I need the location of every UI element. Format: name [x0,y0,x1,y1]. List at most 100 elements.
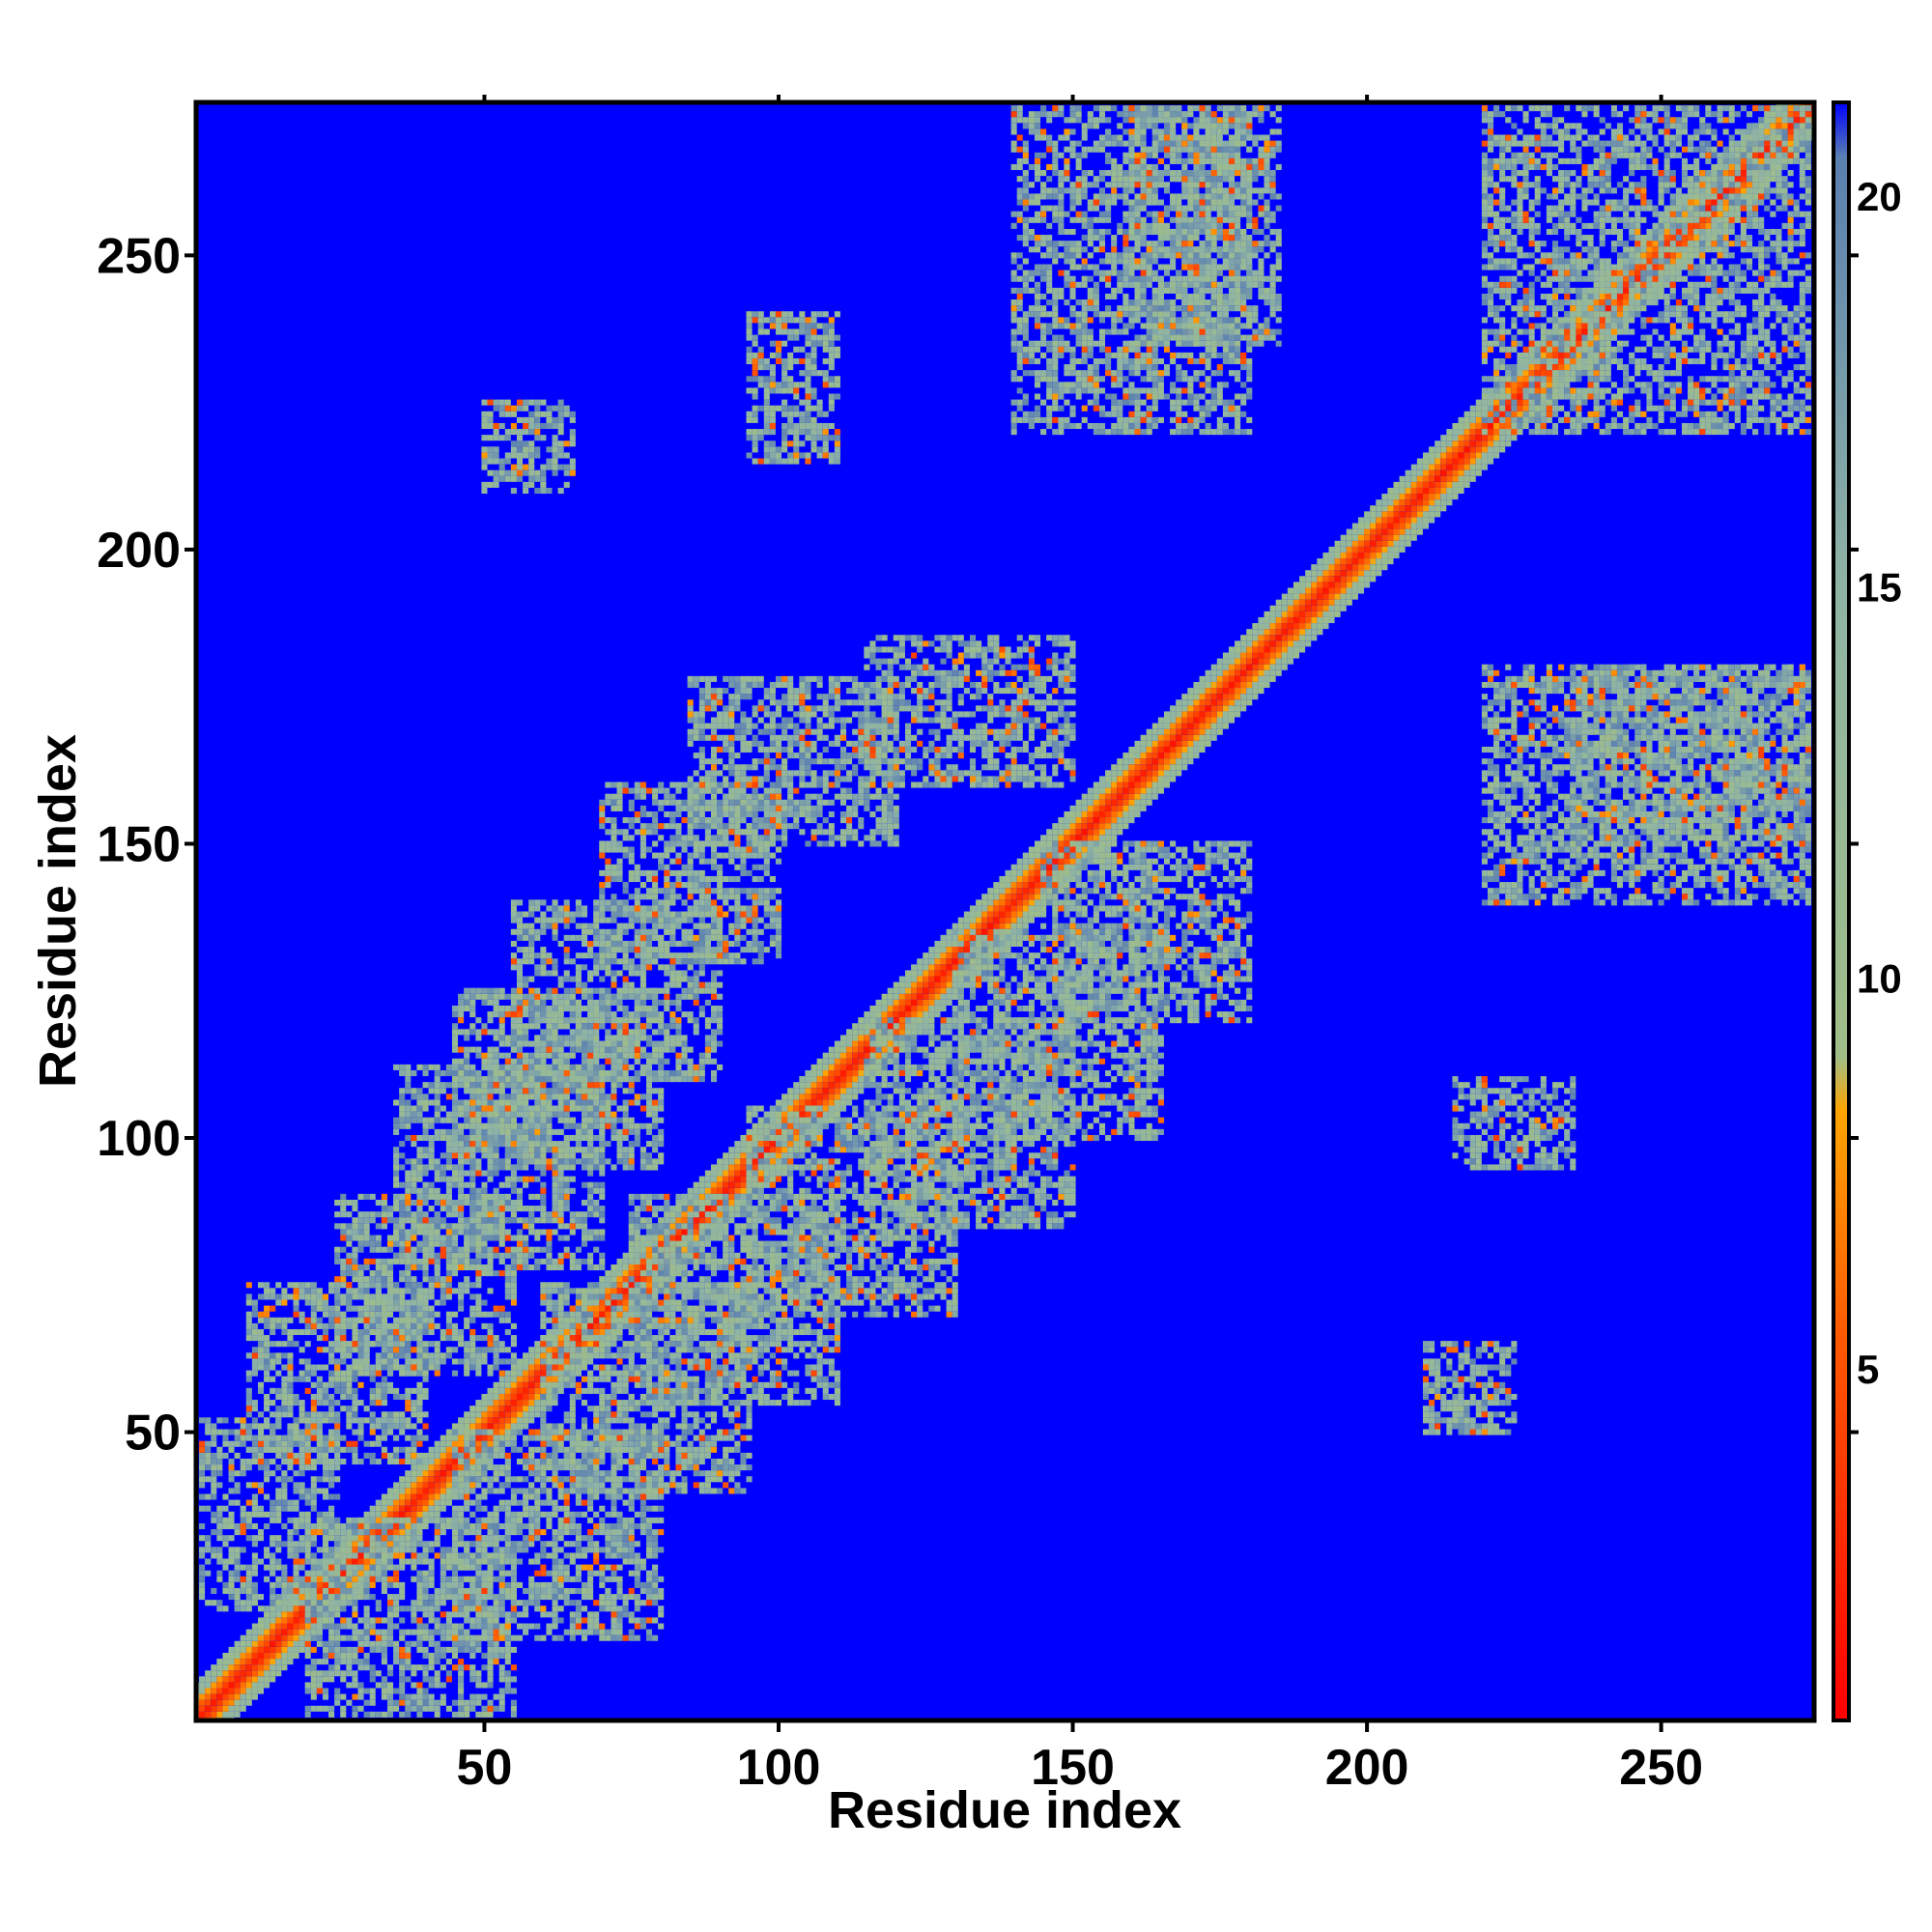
heat-cell [369,1293,376,1300]
heat-cell [245,1317,252,1323]
heat-cell [334,1282,341,1289]
heat-cell [1098,799,1106,806]
heat-cell [639,1235,646,1241]
heat-cell [1522,405,1529,412]
heat-cell [340,1370,347,1377]
heat-cell [1281,605,1288,611]
heat-cell [822,1105,829,1112]
heat-cell [1246,640,1253,647]
heat-cell [911,999,918,1006]
heat-cell [251,1600,258,1606]
heat-cell [393,1446,400,1453]
heat-cell [822,1058,829,1065]
heat-cell [270,1605,276,1612]
heat-cell [363,1293,370,1300]
heat-cell [445,1440,452,1447]
heat-cell [357,1587,364,1595]
heat-cell [717,1170,724,1177]
heat-cell [1275,623,1282,630]
heat-cell [270,1611,276,1618]
heat-cell [493,1400,499,1406]
heat-cell [510,1411,517,1418]
heat-cell [352,1458,358,1465]
heat-cell [1222,675,1229,682]
heat-cell [234,1693,241,1700]
heat-cell [1511,393,1518,400]
heat-cell [440,1293,446,1300]
heat-cell [946,947,952,953]
heat-cell [1264,681,1270,689]
heat-cell [411,1488,417,1494]
heat-cell [605,1335,611,1342]
heat-cell [357,1235,364,1241]
heat-cell [375,1288,382,1294]
heat-cell [1151,764,1158,771]
heat-cell [1258,658,1264,665]
heat-cell [264,1605,270,1612]
heat-cell [1534,364,1541,371]
heat-cell [428,1482,435,1489]
heat-cell [523,1370,529,1377]
heat-cell [1210,705,1217,712]
heat-cell [234,1682,241,1689]
heat-cell [1435,487,1441,495]
heat-cell [346,1393,353,1401]
heat-cell [1028,864,1035,870]
heat-cell [1181,728,1188,735]
heat-cell [469,1458,476,1465]
heat-cell [375,1341,382,1348]
heat-cell [487,1406,494,1412]
heat-cell [1746,134,1753,141]
heat-cell [393,1328,400,1336]
heat-cell [1317,558,1323,565]
heat-cell [869,1011,876,1018]
heat-cell [275,1423,282,1430]
heat-cell [240,1670,246,1677]
heat-cell [1293,611,1300,617]
heat-cell [287,1364,294,1371]
heat-cell [746,1187,753,1194]
heat-cell [1075,835,1082,841]
heat-cell [969,905,977,912]
heat-cell [469,1411,476,1418]
heat-cell [1493,446,1500,453]
heat-cell [257,1352,265,1359]
heat-cell [1440,446,1447,453]
heat-cell [245,1352,252,1359]
heat-cell [275,1499,282,1506]
heat-cell [675,1199,682,1207]
heat-cell [346,1440,353,1447]
heat-cell [386,1282,394,1289]
heat-cell [1793,117,1800,124]
heat-cell [304,1322,311,1329]
heat-cell [1269,623,1276,630]
heat-cell [1551,393,1559,400]
heat-cell [1387,511,1394,518]
heat-cell [1264,623,1270,630]
heat-cell [357,1246,364,1253]
heat-cell [270,1570,276,1577]
heat-cell [451,1458,459,1465]
heat-cell [516,1364,524,1371]
heat-cell [1770,152,1776,158]
heat-cell [298,1400,305,1406]
heat-cell [1117,793,1123,800]
heat-cell [422,1293,429,1300]
heat-cell [234,1552,241,1559]
heat-cell [1210,681,1217,689]
heat-cell [504,1376,511,1382]
heat-cell [328,1476,335,1483]
heat-cell [245,1458,252,1465]
heat-cell [1435,458,1441,465]
heat-cell [422,1464,429,1471]
heat-cell [1469,446,1476,453]
heat-cell [1317,570,1323,577]
heat-cell [1493,435,1500,441]
heat-cell [1069,858,1076,865]
heat-cell [352,1558,358,1565]
heat-cell [304,1499,311,1506]
heat-cell [1235,658,1241,665]
heat-cell [399,1476,406,1483]
heat-cell [1517,393,1523,400]
heat-cell [405,1511,412,1518]
